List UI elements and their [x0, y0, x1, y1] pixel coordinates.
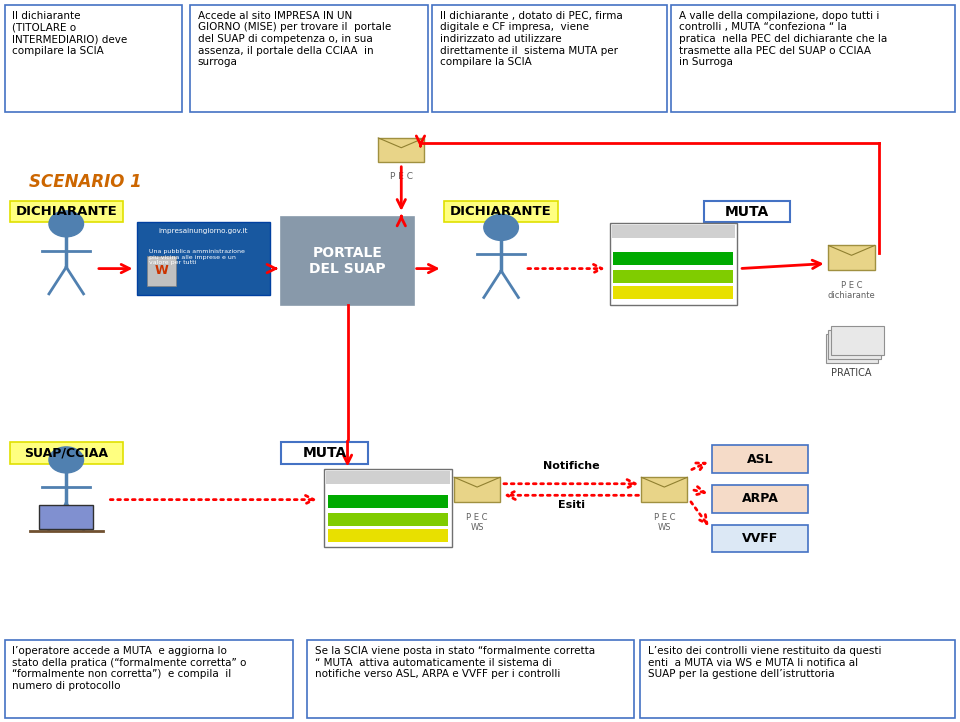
- FancyBboxPatch shape: [324, 469, 452, 547]
- FancyBboxPatch shape: [328, 495, 448, 508]
- FancyBboxPatch shape: [5, 5, 182, 112]
- Text: Il dichiarante , dotato di PEC, firma
digitale e CF impresa,  viene
indirizzato : Il dichiarante , dotato di PEC, firma di…: [440, 11, 622, 67]
- FancyBboxPatch shape: [281, 217, 414, 305]
- FancyBboxPatch shape: [454, 477, 500, 502]
- Text: Una pubblica amministrazione
piu vicina alle imprese e un
valore per tutti: Una pubblica amministrazione piu vicina …: [149, 249, 245, 265]
- FancyBboxPatch shape: [640, 640, 955, 718]
- Text: P E C: P E C: [390, 172, 413, 180]
- FancyBboxPatch shape: [613, 252, 733, 265]
- Text: SCENARIO 1: SCENARIO 1: [29, 173, 141, 191]
- Text: SUAP/CCIAA: SUAP/CCIAA: [24, 446, 108, 459]
- FancyBboxPatch shape: [328, 529, 448, 542]
- FancyBboxPatch shape: [704, 201, 790, 222]
- Text: P E C
WS: P E C WS: [467, 513, 488, 532]
- FancyBboxPatch shape: [39, 505, 93, 529]
- Text: ASL: ASL: [747, 453, 774, 466]
- Text: l’operatore accede a MUTA  e aggiorna lo
stato della pratica (“formalmente corre: l’operatore accede a MUTA e aggiorna lo …: [12, 646, 247, 691]
- Text: Il dichiarante
(TITOLARE o
INTERMEDIARIO) deve
compilare la SCIA: Il dichiarante (TITOLARE o INTERMEDIARIO…: [12, 11, 128, 56]
- FancyBboxPatch shape: [826, 334, 878, 363]
- FancyBboxPatch shape: [10, 442, 123, 464]
- FancyBboxPatch shape: [613, 270, 733, 283]
- FancyBboxPatch shape: [378, 138, 424, 162]
- FancyBboxPatch shape: [307, 640, 634, 718]
- Text: MUTA: MUTA: [302, 445, 347, 460]
- Text: A valle della compilazione, dopo tutti i
controlli , MUTA “confeziona “ la
prati: A valle della compilazione, dopo tutti i…: [679, 11, 887, 67]
- FancyBboxPatch shape: [712, 445, 808, 473]
- Circle shape: [49, 211, 84, 237]
- Text: Notifiche: Notifiche: [543, 461, 599, 471]
- Text: W: W: [155, 264, 168, 277]
- FancyBboxPatch shape: [831, 326, 884, 355]
- FancyBboxPatch shape: [190, 5, 428, 112]
- FancyBboxPatch shape: [137, 222, 270, 295]
- FancyBboxPatch shape: [828, 330, 881, 359]
- FancyBboxPatch shape: [432, 5, 667, 112]
- FancyBboxPatch shape: [613, 286, 733, 299]
- Text: Accede al sito IMPRESA IN UN
GIORNO (MISE) per trovare il  portale
del SUAP di c: Accede al sito IMPRESA IN UN GIORNO (MIS…: [198, 11, 391, 67]
- FancyBboxPatch shape: [671, 5, 955, 112]
- Text: impresainungiorno.gov.it: impresainungiorno.gov.it: [158, 228, 249, 234]
- FancyBboxPatch shape: [712, 485, 808, 513]
- FancyBboxPatch shape: [326, 471, 450, 484]
- Circle shape: [484, 214, 518, 240]
- Text: PORTALE
DEL SUAP: PORTALE DEL SUAP: [309, 245, 386, 276]
- FancyBboxPatch shape: [147, 256, 176, 286]
- Text: MUTA: MUTA: [725, 204, 769, 219]
- Text: L’esito dei controlli viene restituito da questi
enti  a MUTA via WS e MUTA li n: L’esito dei controlli viene restituito d…: [648, 646, 881, 679]
- FancyBboxPatch shape: [281, 442, 368, 464]
- Circle shape: [49, 447, 84, 473]
- Text: VVFF: VVFF: [742, 532, 779, 545]
- FancyBboxPatch shape: [641, 477, 687, 502]
- FancyBboxPatch shape: [612, 225, 735, 238]
- FancyBboxPatch shape: [712, 525, 808, 552]
- FancyBboxPatch shape: [444, 201, 558, 222]
- FancyBboxPatch shape: [10, 201, 123, 222]
- Text: DICHIARANTE: DICHIARANTE: [15, 205, 117, 218]
- Text: Se la SCIA viene posta in stato “formalmente corretta
“ MUTA  attiva automaticam: Se la SCIA viene posta in stato “formalm…: [315, 646, 595, 679]
- Text: P E C
dichiarante: P E C dichiarante: [828, 281, 876, 300]
- Text: PRATICA: PRATICA: [831, 368, 872, 378]
- Text: ARPA: ARPA: [742, 492, 779, 505]
- FancyBboxPatch shape: [610, 223, 737, 305]
- Text: DICHIARANTE: DICHIARANTE: [450, 205, 552, 218]
- Text: P E C
WS: P E C WS: [654, 513, 675, 532]
- FancyBboxPatch shape: [5, 640, 293, 718]
- FancyBboxPatch shape: [328, 513, 448, 526]
- Text: Esiti: Esiti: [558, 500, 585, 510]
- FancyBboxPatch shape: [828, 245, 875, 270]
